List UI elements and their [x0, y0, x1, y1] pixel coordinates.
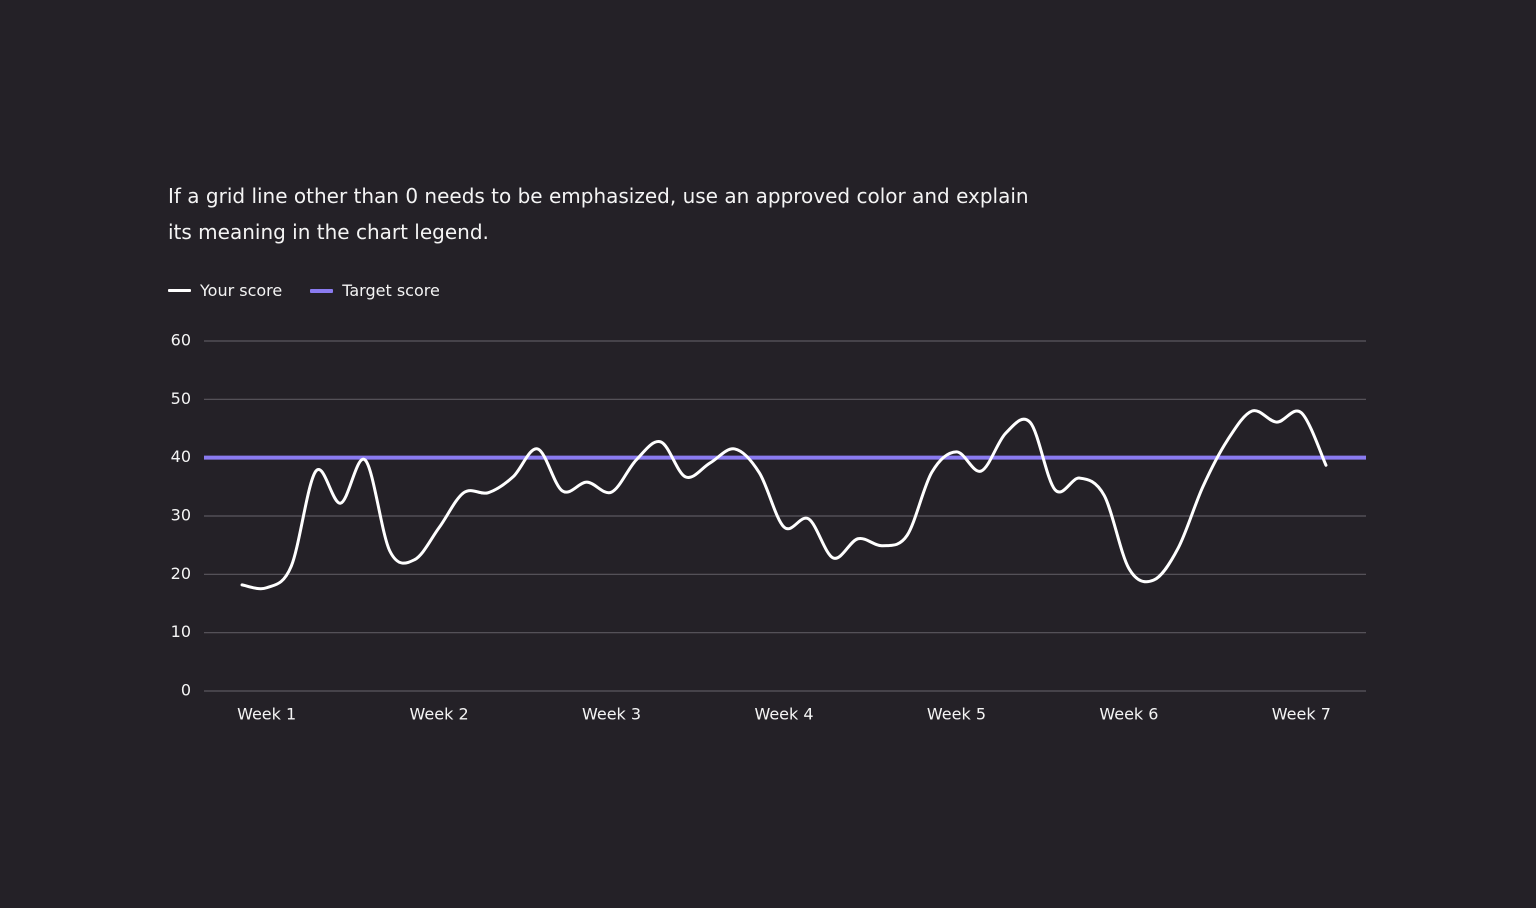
x-tick-label: Week 5: [927, 705, 986, 724]
legend-swatch: [310, 288, 334, 293]
subtitle: If a grid line other than 0 needs to be …: [168, 184, 1029, 244]
y-tick-label: 50: [171, 389, 191, 408]
y-tick-label: 0: [181, 681, 191, 700]
x-tick-label: Week 2: [410, 705, 469, 724]
legend-label: Your score: [200, 281, 283, 300]
x-tick-label: Week 3: [582, 705, 641, 724]
x-tick-label: Week 4: [754, 705, 813, 724]
y-tick-label: 20: [171, 564, 191, 583]
y-tick-label: 60: [171, 331, 191, 350]
y-tick-label: 40: [171, 447, 191, 466]
legend-label: Target score: [342, 281, 440, 300]
x-tick-label: Week 6: [1099, 705, 1158, 724]
legend-swatch: [168, 289, 191, 292]
legend-item: Target score: [310, 281, 440, 300]
y-tick-label: 30: [171, 506, 191, 525]
legend: Your score Target score: [168, 281, 440, 300]
x-tick-label: Week 1: [237, 705, 296, 724]
data-line: [240, 409, 1328, 591]
x-tick-label: Week 7: [1272, 705, 1331, 724]
legend-item: Your score: [168, 281, 282, 300]
y-tick-label: 10: [171, 622, 191, 641]
